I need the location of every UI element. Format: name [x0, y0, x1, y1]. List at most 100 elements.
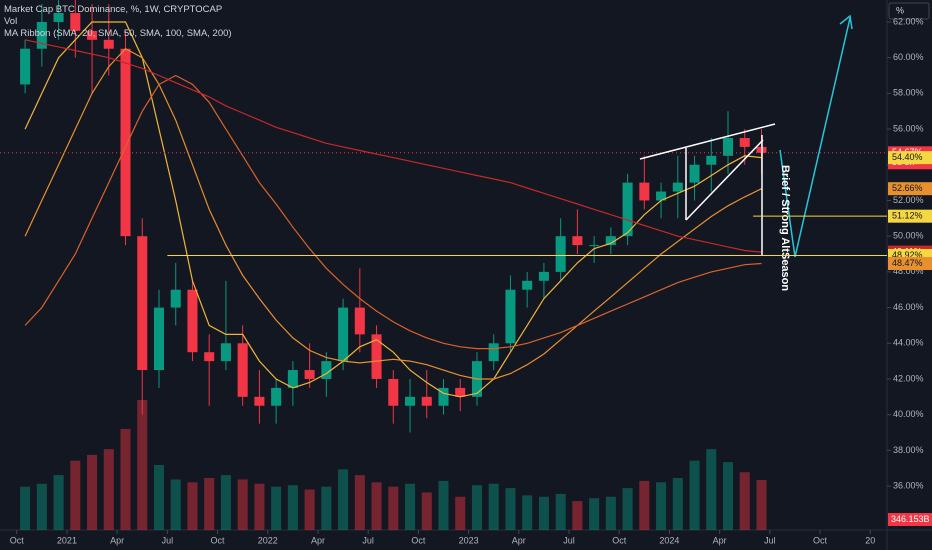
candle-body	[338, 307, 349, 362]
volume-bar	[153, 465, 165, 530]
volume-bar	[321, 486, 332, 530]
volume-label-box	[888, 513, 932, 526]
x-tick-label: Apr	[311, 535, 325, 545]
volume-bar	[722, 462, 734, 530]
volume-bar	[438, 480, 449, 530]
candle-body	[103, 39, 114, 49]
volume-bar	[170, 479, 181, 530]
unit-label[interactable]: %	[896, 5, 904, 15]
volume-bar	[405, 483, 416, 530]
volume-bar	[538, 496, 549, 530]
volume-bar	[605, 496, 616, 530]
candle-body	[622, 182, 633, 237]
volume-bar	[371, 482, 382, 530]
price-label: 48.92%	[892, 250, 923, 260]
candle-body	[321, 361, 332, 379]
volume-bar	[204, 478, 215, 530]
volume-bar	[254, 483, 265, 530]
volume-bar	[120, 428, 131, 530]
volume-title: Vol	[4, 16, 17, 27]
volume-bar	[338, 469, 349, 530]
candle-body	[237, 343, 248, 397]
x-tick-label: Jul	[764, 535, 776, 545]
volume-bar	[87, 454, 98, 530]
y-tick-label: 50.00%	[893, 231, 924, 241]
x-tick-label: 2024	[659, 535, 679, 545]
arrow-head	[839, 14, 853, 30]
x-tick-label: Oct	[612, 535, 627, 545]
candle-body	[388, 378, 399, 406]
candle-body	[488, 343, 499, 362]
candle-body	[605, 236, 616, 246]
candle-body	[220, 343, 231, 362]
y-tick-label: 60.00%	[893, 52, 924, 62]
candle-body	[538, 271, 549, 281]
candle-body	[438, 387, 449, 406]
y-tick-label: 58.00%	[893, 88, 924, 98]
volume-bar	[237, 479, 248, 530]
ma-line	[24, 74, 762, 350]
candle-body	[405, 396, 416, 406]
candle-body	[455, 387, 466, 397]
candle-body	[287, 370, 298, 388]
volume-bar	[455, 496, 466, 530]
candle-body	[204, 352, 215, 362]
price-label: 52.66%	[892, 183, 923, 193]
volume-bar	[36, 483, 47, 530]
volume-bar	[572, 501, 583, 530]
price-label-box	[888, 182, 932, 196]
volume-bar	[388, 486, 399, 530]
x-tick-label: 2022	[258, 535, 278, 545]
candle-body	[656, 191, 667, 201]
price-label-box	[888, 151, 932, 165]
candle-body	[20, 48, 31, 85]
candle-body	[572, 236, 583, 246]
volume-bar	[639, 480, 650, 530]
x-tick-label: 20	[865, 535, 875, 545]
unit-box[interactable]	[888, 2, 930, 20]
volume-bar	[522, 495, 533, 530]
price-label: 48.47%	[892, 258, 923, 268]
chart-title: Market Cap BTC Dominance, %, 1W, CRYPTOC…	[4, 4, 222, 15]
y-tick-label: 52.00%	[893, 195, 924, 205]
volume-bar	[656, 482, 667, 530]
candle-body	[271, 387, 282, 406]
y-tick-label: 46.00%	[893, 302, 924, 312]
volume-bar	[271, 486, 282, 530]
plot-layer	[0, 0, 887, 433]
volume-bar	[137, 400, 148, 530]
y-tick-label: 40.00%	[893, 409, 924, 419]
ma-line	[24, 39, 762, 253]
volume-bar	[70, 460, 81, 530]
price-label-box	[888, 256, 932, 270]
candle-body	[589, 245, 600, 247]
volume-layer	[20, 400, 767, 530]
indicator-title: MA Ribbon (SMA, 20, SMA, 50, SMA, 100, S…	[4, 28, 232, 39]
price-label-box	[888, 209, 932, 223]
volume-bar	[555, 493, 566, 530]
candle-body	[505, 289, 516, 344]
candle-body	[672, 182, 683, 192]
volume-bar	[304, 489, 315, 530]
volume-bar	[706, 449, 717, 530]
x-tick-label: Apr	[110, 535, 124, 545]
candle-body	[371, 334, 382, 379]
volume-bar	[187, 482, 198, 530]
candle-body	[722, 137, 734, 156]
candle-body	[354, 307, 365, 335]
x-tick-label: Jul	[362, 535, 374, 545]
y-tick-label: 36.00%	[893, 480, 924, 490]
volume-bar	[505, 488, 516, 530]
y-tick-label: 38.00%	[893, 445, 924, 455]
volume-bar	[739, 472, 750, 530]
x-tick-label: Oct	[10, 535, 25, 545]
candle-body	[137, 236, 148, 371]
candle-body	[254, 396, 265, 406]
volume-bar	[103, 449, 114, 530]
projection-arrow	[779, 17, 851, 258]
wedge-line	[685, 139, 764, 221]
axis-layer: 36.00% 38.00% 40.00% 42.00% 44.00% 46.00% 48.0…	[10, 16, 932, 545]
candle-body	[120, 48, 131, 237]
